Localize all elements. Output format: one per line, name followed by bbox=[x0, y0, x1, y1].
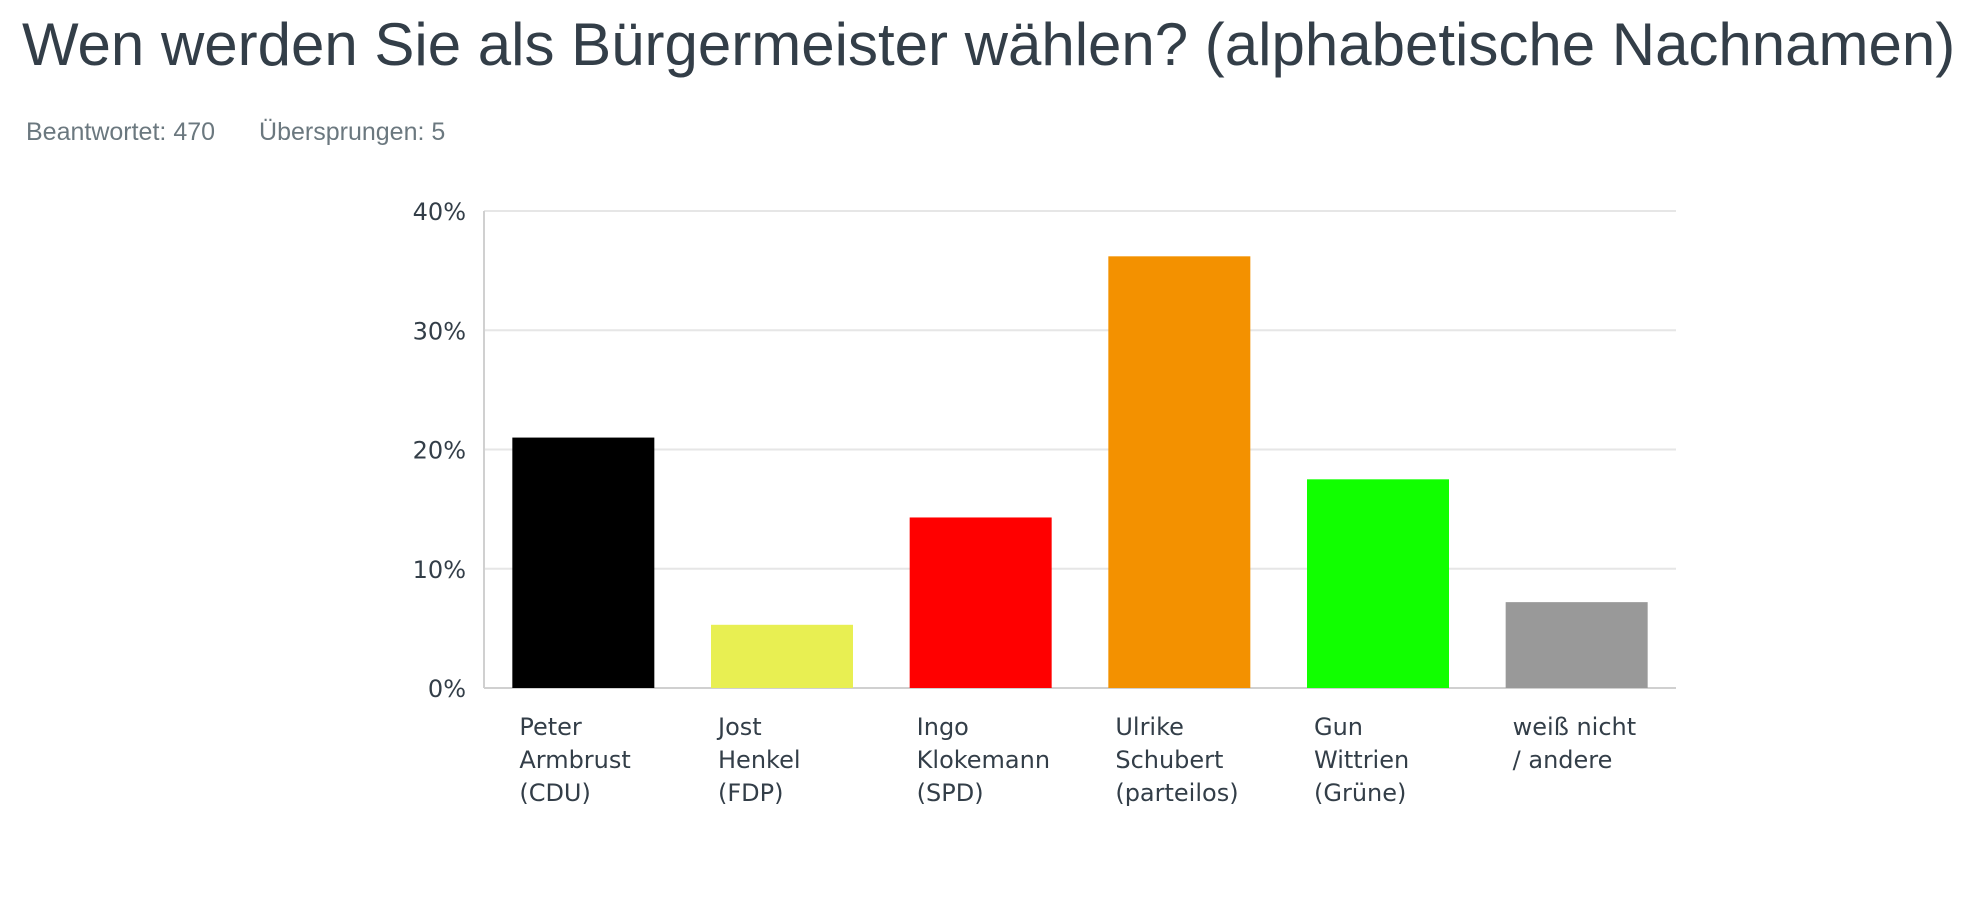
y-tick-label: 40% bbox=[413, 198, 466, 226]
x-category-label-line: Schubert bbox=[1115, 746, 1223, 774]
x-category-label-line: (CDU) bbox=[519, 779, 591, 807]
x-category-label: weiß nicht / andere bbox=[1513, 713, 1637, 774]
x-category-label: Ingo Klokemann (SPD) bbox=[917, 713, 1050, 807]
x-category-label-line: Wittrien bbox=[1314, 746, 1409, 774]
answered-count: Beantwortet: 470 bbox=[26, 118, 215, 146]
response-stats: Beantwortet: 470 Übersprungen: 5 bbox=[26, 118, 489, 147]
bar bbox=[711, 624, 853, 688]
skipped-label: Übersprungen: bbox=[259, 118, 425, 146]
x-category-label-line: weiß nicht bbox=[1513, 713, 1637, 741]
x-category-label-line: Armbrust bbox=[519, 746, 630, 774]
x-category-label-line: Ulrike bbox=[1115, 713, 1184, 741]
answered-label: Beantwortet: bbox=[26, 118, 167, 146]
x-category-label-line: Ingo bbox=[917, 713, 969, 741]
bar bbox=[512, 437, 655, 688]
chart-title: Wen werden Sie als Bürgermeister wählen?… bbox=[22, 11, 1956, 78]
bar bbox=[1307, 479, 1449, 688]
skipped-count: Übersprungen: 5 bbox=[259, 118, 445, 146]
x-category-label-line: Jost bbox=[716, 713, 762, 741]
y-tick-label: 10% bbox=[413, 556, 466, 584]
x-category-label-line: / andere bbox=[1513, 746, 1613, 774]
x-category-label: Gun Wittrien (Grüne) bbox=[1314, 713, 1409, 807]
x-category-label-line: Klokemann bbox=[917, 746, 1050, 774]
x-category-label-line: (SPD) bbox=[917, 779, 984, 807]
bar bbox=[909, 517, 1052, 688]
y-tick-label: 30% bbox=[413, 317, 466, 345]
x-category-label-line: (FDP) bbox=[718, 779, 783, 807]
x-category-label-line: Henkel bbox=[718, 746, 801, 774]
bar bbox=[1108, 256, 1251, 688]
answered-value: 470 bbox=[173, 118, 216, 146]
x-category-label-line: (parteilos) bbox=[1115, 779, 1238, 807]
y-tick-label: 20% bbox=[413, 437, 466, 465]
x-category-label-line: Gun bbox=[1314, 713, 1363, 741]
x-category-label: Ulrike Schubert (parteilos) bbox=[1115, 713, 1238, 807]
x-category-label: Peter Armbrust (CDU) bbox=[519, 713, 630, 807]
x-category-label-line: (Grüne) bbox=[1314, 779, 1406, 807]
x-category-label: Jost Henkel (FDP) bbox=[716, 713, 801, 807]
x-category-label-line: Peter bbox=[519, 713, 582, 741]
y-tick-label: 0% bbox=[428, 675, 466, 703]
bar bbox=[1505, 602, 1648, 688]
skipped-value: 5 bbox=[431, 118, 446, 146]
